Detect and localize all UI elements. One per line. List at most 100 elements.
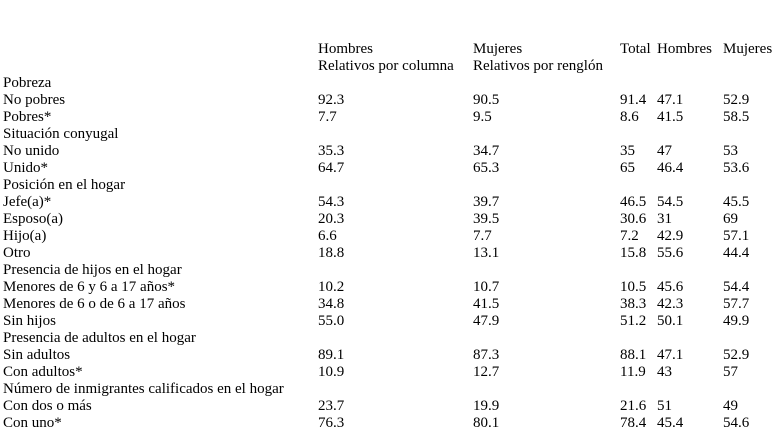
section-header-row: Situación conyugal	[0, 126, 783, 143]
cell-value: 42.9	[657, 228, 684, 244]
row-label: Con adultos*	[3, 364, 83, 380]
header-row-2: Relativos por columna Relativos por reng…	[0, 58, 783, 75]
header-relativos-renglon: Relativos por renglón	[473, 58, 603, 74]
section-header-row: Número de inmigrantes calificados en el …	[0, 381, 783, 398]
cell-value: 54.5	[657, 194, 684, 210]
section-label: Presencia de adultos en el hogar	[3, 330, 196, 346]
cell-value: 51	[657, 398, 672, 414]
cell-value: 89.1	[318, 347, 345, 363]
row-label: Unido*	[3, 160, 48, 176]
cell-value: 69	[723, 211, 738, 227]
cell-value: 11.9	[620, 364, 646, 380]
cell-value: 57.7	[723, 296, 750, 312]
cell-value: 47	[657, 143, 672, 159]
cell-value: 80.1	[473, 415, 500, 431]
cell-value: 46.4	[657, 160, 684, 176]
cell-value: 31	[657, 211, 672, 227]
cell-value: 57	[723, 364, 738, 380]
cell-value: 34.7	[473, 143, 500, 159]
cell-value: 10.2	[318, 279, 345, 295]
header-mujeres-renglon: Mujeres	[723, 41, 773, 57]
cell-value: 65	[620, 160, 635, 176]
cell-value: 49.9	[723, 313, 750, 329]
cell-value: 42.3	[657, 296, 684, 312]
cell-value: 78.4	[620, 415, 647, 431]
cell-value: 38.3	[620, 296, 647, 312]
cell-value: 65.3	[473, 160, 500, 176]
cell-value: 30.6	[620, 211, 647, 227]
cell-value: 19.9	[473, 398, 500, 414]
table-row: Hijo(a) 6.6 7.7 7.2 42.9 57.1	[0, 228, 783, 245]
row-label: Menores de 6 y 6 a 17 años*	[3, 279, 176, 295]
cell-value: 18.8	[318, 245, 345, 261]
header-row-1: Hombres Mujeres Total Hombres Mujeres	[0, 41, 783, 58]
cell-value: 41.5	[473, 296, 500, 312]
cell-value: 39.5	[473, 211, 500, 227]
table-row: Jefe(a)* 54.3 39.7 46.5 54.5 45.5	[0, 194, 783, 211]
table-row: No pobres 92.3 90.5 91.4 47.1 52.9	[0, 92, 783, 109]
cell-value: 47.1	[657, 92, 684, 108]
cell-value: 23.7	[318, 398, 345, 414]
cell-value: 15.8	[620, 245, 647, 261]
cell-value: 92.3	[318, 92, 345, 108]
cell-value: 55.6	[657, 245, 684, 261]
cell-value: 6.6	[318, 228, 337, 244]
table-row: Sin hijos 55.0 47.9 51.2 50.1 49.9	[0, 313, 783, 330]
cell-value: 21.6	[620, 398, 647, 414]
header-mujeres: Mujeres	[473, 41, 523, 57]
row-label: Jefe(a)*	[3, 194, 52, 210]
row-label: Menores de 6 o de 6 a 17 años	[3, 296, 186, 312]
cell-value: 50.1	[657, 313, 684, 329]
cell-value: 43	[657, 364, 672, 380]
section-label: Pobreza	[3, 75, 52, 91]
cell-value: 54.4	[723, 279, 750, 295]
table-row: No unido 35.3 34.7 35 47 53	[0, 143, 783, 160]
table-row: Menores de 6 y 6 a 17 años* 10.2 10.7 10.5 4…	[0, 279, 783, 296]
cell-value: 35	[620, 143, 635, 159]
cell-value: 13.1	[473, 245, 500, 261]
cell-value: 8.6	[620, 109, 639, 125]
cell-value: 45.6	[657, 279, 684, 295]
cell-value: 87.3	[473, 347, 500, 363]
cell-value: 49	[723, 398, 738, 414]
cell-value: 51.2	[620, 313, 647, 329]
cell-value: 91.4	[620, 92, 647, 108]
table-row: Con dos o más 23.7 19.9 21.6 51 49	[0, 398, 783, 415]
table-row: Pobres* 7.7 9.5 8.6 41.5 58.5	[0, 109, 783, 126]
row-label: Hijo(a)	[3, 228, 47, 244]
cell-value: 76.3	[318, 415, 345, 431]
row-label: No pobres	[3, 92, 66, 108]
cell-value: 7.7	[318, 109, 337, 125]
section-label: Posición en el hogar	[3, 177, 126, 193]
cell-value: 55.0	[318, 313, 345, 329]
row-label: Con dos o más	[3, 398, 92, 414]
cell-value: 41.5	[657, 109, 684, 125]
row-label: Sin adultos	[3, 347, 71, 363]
cell-value: 10.9	[318, 364, 345, 380]
cell-value: 34.8	[318, 296, 345, 312]
row-label: No unido	[3, 143, 60, 159]
row-label: Pobres*	[3, 109, 52, 125]
table-row: Menores de 6 o de 6 a 17 años 34.8 41.5 38.…	[0, 296, 783, 313]
cell-value: 52.9	[723, 347, 750, 363]
cell-value: 57.1	[723, 228, 750, 244]
cell-value: 35.3	[318, 143, 345, 159]
row-label: Esposo(a)	[3, 211, 63, 227]
cell-value: 9.5	[473, 109, 492, 125]
cell-value: 44.4	[723, 245, 750, 261]
cell-value: 10.7	[473, 279, 500, 295]
section-label: Número de inmigrantes calificados en el …	[3, 381, 284, 397]
cell-value: 7.7	[473, 228, 492, 244]
table-row: Con adultos* 10.9 12.7 11.9 43 57	[0, 364, 783, 381]
cell-value: 47.1	[657, 347, 684, 363]
cell-value: 90.5	[473, 92, 500, 108]
table-row: Otro 18.8 13.1 15.8 55.6 44.4	[0, 245, 783, 262]
header-total: Total	[620, 41, 651, 57]
cell-value: 58.5	[723, 109, 750, 125]
cell-value: 88.1	[620, 347, 647, 363]
cell-value: 46.5	[620, 194, 647, 210]
section-label: Presencia de hijos en el hogar	[3, 262, 182, 278]
cell-value: 7.2	[620, 228, 639, 244]
row-label: Sin hijos	[3, 313, 56, 329]
cell-value: 52.9	[723, 92, 750, 108]
